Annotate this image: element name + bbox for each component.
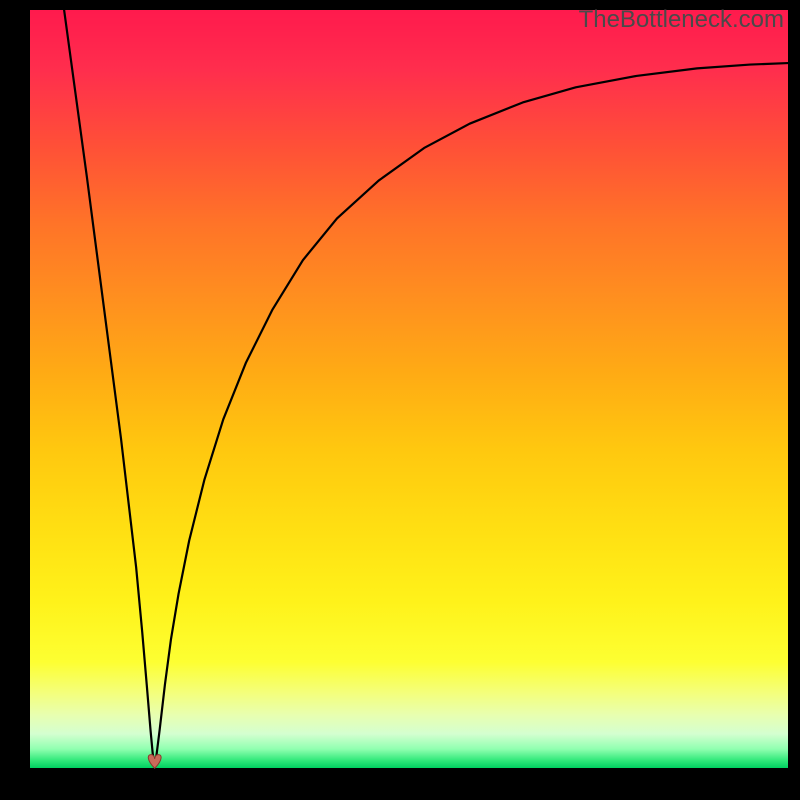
chart-container: TheBottleneck.com: [0, 0, 800, 800]
bottleneck-chart: [0, 0, 800, 800]
watermark: TheBottleneck.com: [579, 6, 784, 34]
